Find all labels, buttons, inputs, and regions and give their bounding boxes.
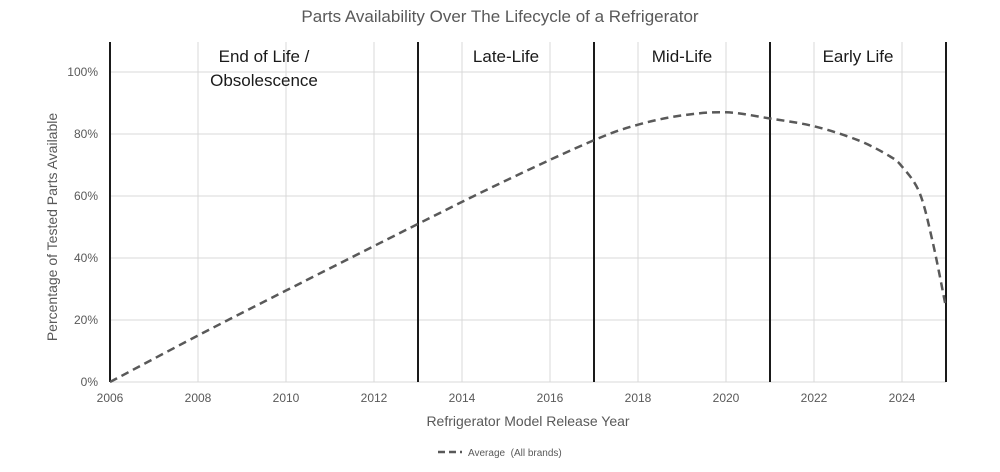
phase-lines: End of Life / Obsolescence Late-Life Mid-Li… xyxy=(109,42,947,382)
grid xyxy=(109,42,946,383)
legend: Average (All brands) xyxy=(438,448,562,459)
y-tick-label: 0% xyxy=(81,375,99,389)
series-line xyxy=(109,110,948,384)
series-group xyxy=(109,110,948,384)
y-tick-label: 60% xyxy=(74,189,98,203)
phase-label: Late-Life xyxy=(473,47,539,66)
x-tick-label: 2020 xyxy=(713,391,740,405)
phase-label: Obsolescence xyxy=(210,71,318,90)
phase-label: Early Life xyxy=(823,47,894,66)
phase-label: Mid-Life xyxy=(652,47,712,66)
y-tick-label: 80% xyxy=(74,127,98,141)
y-tick-label: 20% xyxy=(74,313,98,327)
x-tick-label: 2006 xyxy=(97,391,124,405)
x-tick-label: 2018 xyxy=(625,391,652,405)
chart-title: Parts Availability Over The Lifecycle of… xyxy=(301,7,698,26)
x-tick-label: 2012 xyxy=(361,391,388,405)
legend-label: Average (All brands) xyxy=(468,448,562,459)
x-tick-label: 2014 xyxy=(449,391,476,405)
x-tick-label: 2024 xyxy=(889,391,916,405)
y-tick-label: 100% xyxy=(67,65,98,79)
x-axis-ticks: 2006 2008 2010 2012 2014 2016 2018 2020 2022 2024 xyxy=(97,391,916,405)
y-tick-label: 40% xyxy=(74,251,98,265)
y-axis-label: Percentage of Tested Parts Available xyxy=(44,113,60,342)
y-axis-ticks: 0% 20% 40% 60% 80% 100% xyxy=(67,65,98,389)
x-tick-label: 2008 xyxy=(185,391,212,405)
x-axis-label: Refrigerator Model Release Year xyxy=(426,413,629,429)
phase-label: End of Life / xyxy=(219,47,310,66)
x-tick-label: 2010 xyxy=(273,391,300,405)
x-tick-label: 2022 xyxy=(801,391,828,405)
x-tick-label: 2016 xyxy=(537,391,564,405)
